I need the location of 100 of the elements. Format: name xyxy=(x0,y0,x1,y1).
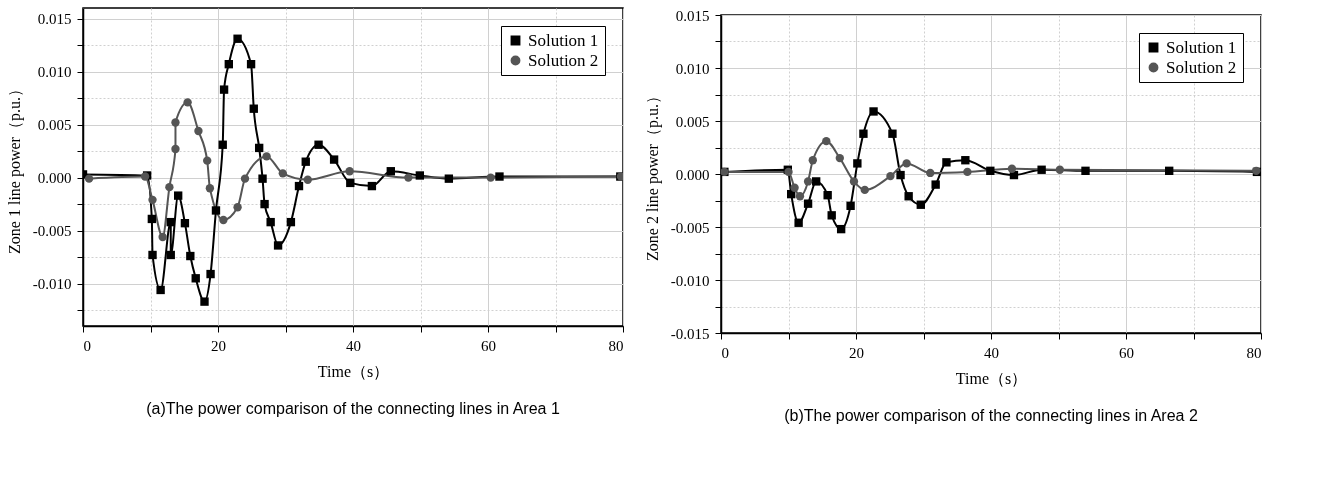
y-tick-label: 0.005 xyxy=(675,113,710,130)
point xyxy=(346,178,355,188)
x-axis-title: Time（s） xyxy=(317,362,390,380)
x-tick-label: 20 xyxy=(849,344,864,361)
point xyxy=(803,199,813,208)
x-axis-title: Time（s） xyxy=(955,369,1028,387)
point xyxy=(206,269,215,279)
point xyxy=(148,250,157,260)
point xyxy=(233,203,242,212)
point xyxy=(904,192,913,201)
point xyxy=(386,167,395,176)
y-tick-label: 0.015 xyxy=(675,7,710,24)
point xyxy=(171,144,180,154)
y-tick-label: 0.000 xyxy=(675,166,710,183)
point xyxy=(194,126,203,136)
point xyxy=(246,60,256,69)
legend-label: Solution 2 xyxy=(528,50,599,70)
point xyxy=(203,156,212,165)
point xyxy=(846,201,855,210)
point xyxy=(1037,165,1046,174)
point xyxy=(794,218,803,227)
legend-label: Solution 1 xyxy=(1166,37,1237,57)
y-tick-label: 0.010 xyxy=(675,60,710,77)
point xyxy=(808,156,817,165)
point xyxy=(1007,164,1017,173)
point xyxy=(240,174,250,183)
point xyxy=(158,232,167,242)
point xyxy=(931,180,940,189)
point xyxy=(886,171,895,181)
point xyxy=(896,170,905,180)
x-tick-label: 40 xyxy=(984,344,999,361)
x-tick-label: 0 xyxy=(83,337,91,354)
y-tick-label: -0.005 xyxy=(32,223,72,240)
point xyxy=(183,98,192,107)
point xyxy=(803,177,813,186)
point xyxy=(233,34,242,43)
y-tick-label: 0.015 xyxy=(37,11,72,28)
point xyxy=(314,140,323,149)
point xyxy=(147,214,157,224)
y-tick-label: 0.005 xyxy=(37,117,72,134)
point xyxy=(795,192,805,201)
point xyxy=(165,182,174,192)
y-tick-label: 0.010 xyxy=(37,64,72,81)
point xyxy=(303,175,312,184)
point xyxy=(166,217,175,227)
point xyxy=(219,215,228,225)
x-tick-label: 20 xyxy=(211,337,226,354)
point xyxy=(218,140,227,149)
point xyxy=(859,129,868,138)
x-tick-label: 80 xyxy=(608,337,624,354)
point xyxy=(495,172,504,181)
x-tick-label: 80 xyxy=(1246,344,1262,361)
point xyxy=(249,104,258,113)
point xyxy=(790,183,799,192)
point xyxy=(278,169,287,178)
y-axis-title: Zone 1 line power（p.u.） xyxy=(5,81,24,254)
point xyxy=(301,157,310,166)
y-tick-label: 0.000 xyxy=(37,170,72,187)
point xyxy=(836,224,846,234)
point xyxy=(166,250,175,260)
point xyxy=(219,85,229,94)
point xyxy=(860,185,869,195)
point xyxy=(186,251,195,261)
point xyxy=(961,156,970,165)
point xyxy=(404,173,413,182)
y-tick-label: -0.010 xyxy=(670,272,710,289)
point xyxy=(367,181,377,191)
point xyxy=(273,241,283,250)
point xyxy=(835,153,844,163)
point xyxy=(853,159,862,168)
point xyxy=(148,195,157,205)
point xyxy=(849,177,859,186)
point xyxy=(260,199,269,209)
point xyxy=(205,184,215,193)
point xyxy=(942,158,951,167)
x-tick-label: 0 xyxy=(721,344,729,361)
legend-label: Solution 2 xyxy=(1166,57,1237,77)
point xyxy=(200,297,209,306)
point xyxy=(211,206,221,215)
point xyxy=(294,181,304,191)
point xyxy=(262,152,271,161)
y-tick-label: -0.015 xyxy=(670,325,710,342)
point xyxy=(156,285,165,295)
point xyxy=(329,155,339,164)
point xyxy=(986,166,995,175)
point xyxy=(173,191,183,200)
point xyxy=(345,167,354,176)
point xyxy=(888,129,897,138)
y-tick-label: -0.005 xyxy=(670,219,710,236)
text: (a)The power comparison of the connecting lines in Area 1 xyxy=(146,400,560,417)
point xyxy=(266,217,275,227)
point xyxy=(827,211,836,220)
point xyxy=(415,171,425,180)
point xyxy=(486,173,495,182)
point xyxy=(869,107,878,116)
point xyxy=(1165,166,1174,175)
point xyxy=(963,167,972,177)
text: (b)The power comparison of the connecting lines in Area 2 xyxy=(784,407,1198,424)
point xyxy=(811,177,821,186)
point xyxy=(902,159,911,168)
